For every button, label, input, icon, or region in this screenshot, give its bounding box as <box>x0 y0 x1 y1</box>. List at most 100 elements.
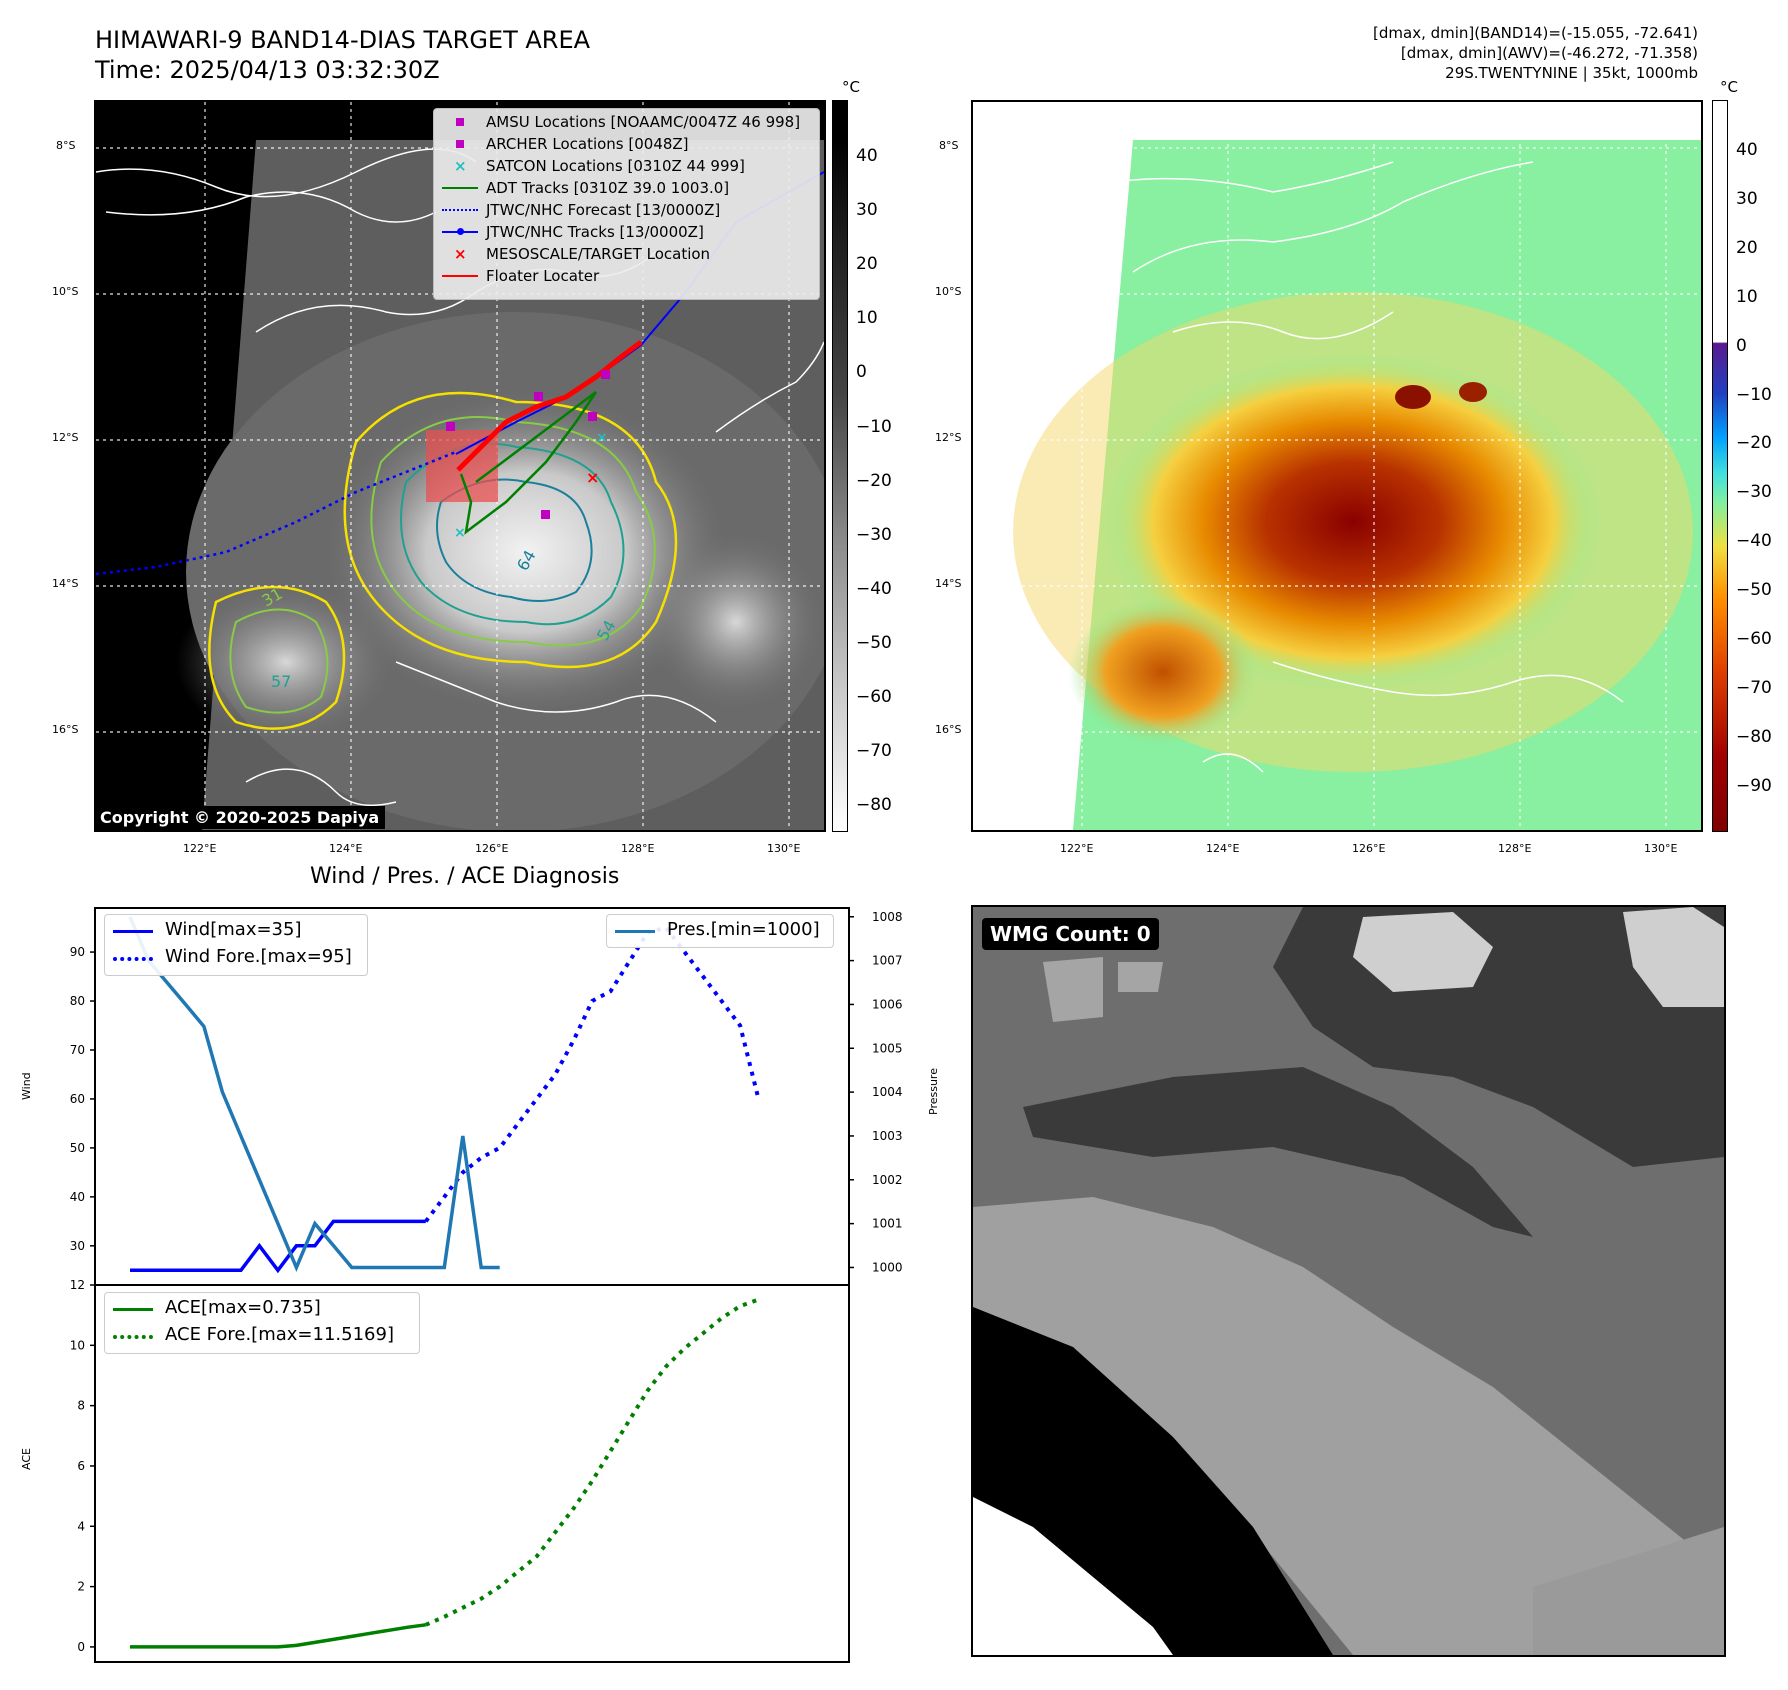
colorbar-tick-label: −70 <box>1736 677 1772 698</box>
colorbar-tick-label: 10 <box>1736 286 1758 307</box>
legend-ace: ACE[max=0.735] <box>165 1297 321 1318</box>
pressure-legend: Pres.[min=1000] <box>606 914 834 948</box>
colorbar-tick-label: 40 <box>856 146 878 166</box>
wind-tick-label: 30 <box>70 1239 85 1253</box>
lon-label: 126°E <box>475 842 509 855</box>
awv-map-image <box>973 102 1701 830</box>
wind-forecast-series-line <box>424 925 761 1223</box>
ir-colorbar <box>832 100 848 832</box>
x-marker-icon: × <box>454 245 467 263</box>
lon-label: 122°E <box>183 842 217 855</box>
lon-label: 128°E <box>621 842 655 855</box>
lon-label: 124°E <box>329 842 363 855</box>
wind-pressure-series <box>128 916 761 1274</box>
colorbar-tick-label: −70 <box>856 741 892 762</box>
awv-colorbar <box>1712 100 1728 832</box>
diagnosis-chart: 9080706050403010081007100610051004100310… <box>70 907 903 1663</box>
colorbar-tick-label: 10 <box>856 308 878 329</box>
colorbar-tick-label: −60 <box>1736 629 1772 649</box>
lat-label: 12°S <box>935 431 962 444</box>
colorbar-tick-label: −20 <box>1736 433 1772 454</box>
diagnosis-title: Wind / Pres. / ACE Diagnosis <box>310 864 620 889</box>
lat-label: 10°S <box>935 285 962 298</box>
pressure-tick-label: 1006 <box>872 997 903 1011</box>
lon-label: 126°E <box>1352 842 1386 855</box>
ace-forecast-series-line <box>425 1297 760 1627</box>
wmg-panel <box>971 905 1726 1657</box>
ir-map-image: 31 57 64 54 × × <box>96 102 824 830</box>
colorbar-tick-label: −80 <box>856 795 892 816</box>
colorbar-tick-label: 20 <box>1736 237 1758 258</box>
map-legend: AMSU Locations [NOAAMC/0047Z 46 998] ARC… <box>433 108 820 300</box>
legend-wind: Wind[max=35] <box>165 919 302 940</box>
ace-plot-frame <box>94 1284 850 1663</box>
lon-label: 124°E <box>1206 842 1240 855</box>
ace-series-line <box>130 1623 427 1649</box>
lon-label: 130°E <box>767 842 801 855</box>
contour-label-2: 57 <box>271 672 291 691</box>
ace-tick-label: 4 <box>77 1519 85 1533</box>
lat-label: 12°S <box>52 431 79 444</box>
header-right-line1: [dmax, dmin](BAND14)=(-15.055, -72.641) <box>1373 24 1698 42</box>
colorbar-tick-label: −90 <box>1736 775 1772 796</box>
svg-text:×: × <box>586 468 599 487</box>
wmg-count-label: WMG Count: 0 <box>982 918 1159 950</box>
lon-label: 130°E <box>1644 842 1678 855</box>
ace-legend: ACE[max=0.735] ACE Fore.[max=11.5169] <box>104 1292 420 1354</box>
svg-text:×: × <box>596 430 608 446</box>
pressure-tick-label: 1003 <box>872 1129 903 1143</box>
colorbar-tick-label: 0 <box>1736 335 1747 356</box>
figure-title-line2: Time: 2025/04/13 03:32:30Z <box>95 56 440 84</box>
pressure-tick-label: 1000 <box>872 1260 903 1274</box>
lon-label: 128°E <box>1498 842 1532 855</box>
ir-colorbar-unit: °C <box>842 78 860 96</box>
wind-tick-label: 70 <box>70 1043 85 1057</box>
colorbar-tick-label: 0 <box>856 362 867 383</box>
ace-tick-label: 12 <box>70 1278 85 1292</box>
lat-label: 16°S <box>52 723 79 736</box>
line-marker-icon <box>442 275 478 277</box>
lat-label: 16°S <box>935 723 962 736</box>
square-marker-icon <box>456 140 464 148</box>
pressure-series-line <box>128 916 500 1273</box>
wind-tick-label: 80 <box>70 994 85 1008</box>
x-marker-icon: × <box>454 157 467 175</box>
colorbar-tick-label: −80 <box>1736 726 1772 747</box>
dotted-line-icon <box>113 957 153 961</box>
lat-label: 10°S <box>52 285 79 298</box>
awv-map-panel <box>971 100 1703 832</box>
dotted-line-icon <box>113 1335 153 1339</box>
colorbar-tick-label: 20 <box>856 254 878 275</box>
wind-tick-label: 50 <box>70 1141 85 1155</box>
lat-label: 14°S <box>935 577 962 590</box>
colorbar-tick-label: 30 <box>856 200 878 221</box>
colorbar-tick-label: 30 <box>1736 188 1758 209</box>
lon-label: 122°E <box>1060 842 1094 855</box>
dotted-line-icon <box>442 209 478 211</box>
solid-line-icon <box>113 930 153 933</box>
colorbar-tick-label: −40 <box>856 578 892 599</box>
figure-title-line1: HIMAWARI-9 BAND14-DIAS TARGET AREA <box>95 26 591 54</box>
lat-label: 8°S <box>939 139 959 152</box>
awv-colorbar-unit: °C <box>1720 78 1738 96</box>
lat-label: 14°S <box>52 577 79 590</box>
wmg-image <box>973 907 1724 1655</box>
colorbar-tick-label: −30 <box>1736 482 1772 503</box>
ir-map-panel: 31 57 64 54 × × <box>94 100 826 832</box>
colorbar-tick-label: −40 <box>1736 531 1772 552</box>
ace-tick-label: 8 <box>77 1399 85 1413</box>
ace-tick-label: 0 <box>77 1640 85 1654</box>
pressure-tick-label: 1001 <box>872 1217 903 1231</box>
pressure-tick-label: 1002 <box>872 1173 903 1187</box>
ace-tick-label: 10 <box>70 1338 85 1352</box>
pressure-tick-label: 1008 <box>872 910 903 924</box>
wind-tick-label: 40 <box>70 1190 85 1204</box>
ace-tick-label: 6 <box>77 1459 85 1473</box>
colorbar-tick-label: −20 <box>856 470 892 491</box>
wind-series-line <box>130 1219 426 1274</box>
lat-label: 8°S <box>56 139 76 152</box>
pressure-tick-label: 1005 <box>872 1041 903 1055</box>
colorbar-tick-label: −50 <box>856 632 892 653</box>
pressure-tick-label: 1007 <box>872 954 903 968</box>
legend-pres: Pres.[min=1000] <box>667 919 820 940</box>
